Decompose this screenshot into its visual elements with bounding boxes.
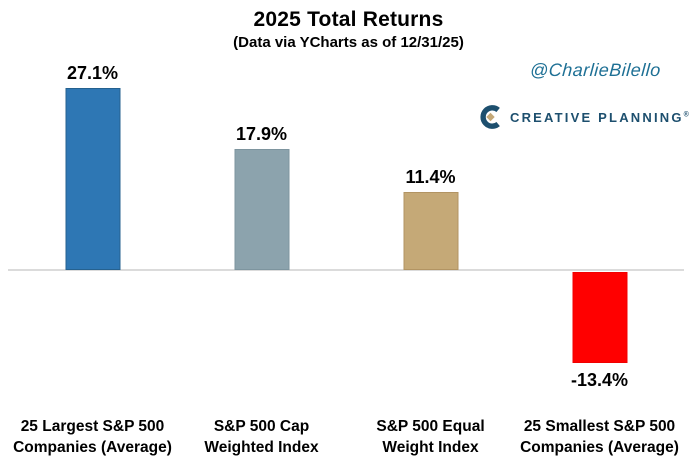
category-label-line: Companies (Average)	[13, 439, 172, 456]
category-label-line: S&P 500 Cap	[213, 418, 310, 435]
bar-group: -13.4% 25 Smallest S&P 500 Companies (Aver…	[515, 0, 684, 473]
category-label: S&P 500 Equal Weight Index	[338, 416, 523, 458]
category-label: 25 Largest S&P 500 Companies (Average)	[0, 416, 185, 458]
chart-subtitle: (Data via YCharts as of 12/31/25)	[233, 34, 464, 51]
chart-header: 2025 Total Returns (Data via YCharts as …	[0, 7, 697, 53]
plot-area: 27.1% 25 Largest S&P 500 Companies (Averag…	[8, 0, 684, 473]
x-axis-line	[8, 269, 684, 271]
bar-group: 11.4% S&P 500 Equal Weight Index	[346, 0, 515, 473]
chart-title: 2025 Total Returns	[253, 8, 444, 31]
creative-planning-wordmark: CREATIVE PLANNING®	[510, 110, 689, 125]
value-label: 27.1%	[66, 62, 119, 83]
value-label: 17.9%	[235, 123, 288, 144]
bar-group: 17.9% S&P 500 Cap Weighted Index	[177, 0, 346, 473]
bar	[234, 148, 289, 270]
category-label-line: S&P 500 Equal	[376, 418, 485, 435]
category-label-line: 25 Smallest S&P 500	[523, 418, 676, 435]
value-label: 11.4%	[405, 167, 456, 188]
category-label-line: 25 Largest S&P 500	[20, 418, 165, 435]
category-label-line: Weight Index	[382, 439, 479, 456]
creative-planning-logo: CREATIVE PLANNING®	[479, 105, 689, 129]
category-label-line: Companies (Average)	[520, 439, 679, 456]
bar	[572, 272, 627, 364]
category-label: 25 Smallest S&P 500 Companies (Average)	[507, 416, 692, 458]
category-label-line: Weighted Index	[204, 439, 319, 456]
logo-text: CREATIVE PLANNING	[510, 109, 684, 125]
bar	[403, 192, 458, 270]
creative-planning-c-icon	[479, 105, 502, 129]
category-label: S&P 500 Cap Weighted Index	[169, 416, 354, 458]
bar-group: 27.1% 25 Largest S&P 500 Companies (Averag…	[8, 0, 177, 473]
value-label: -13.4%	[570, 370, 629, 391]
logo-trademark: ®	[683, 111, 689, 119]
bar	[65, 87, 120, 270]
